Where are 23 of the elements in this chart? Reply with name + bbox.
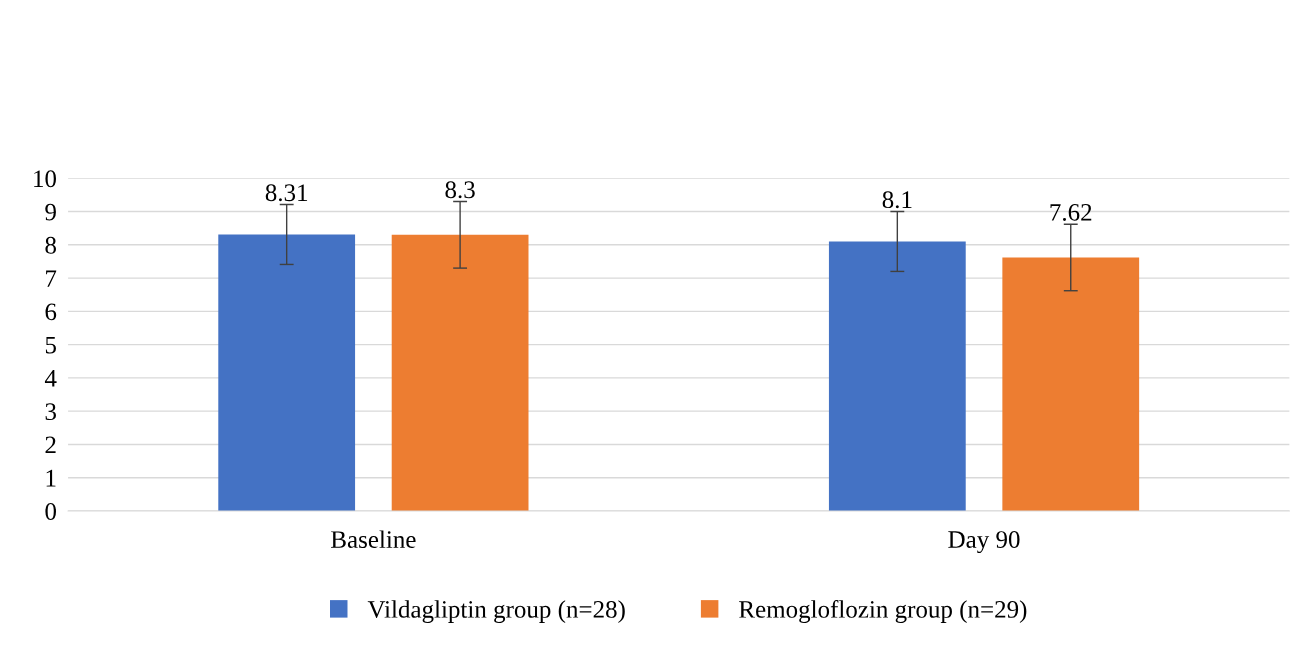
x-tick-label: Baseline <box>331 530 416 549</box>
legend-label: Remogloflozin group (n=29) <box>739 600 1027 624</box>
y-tick-label: 7 <box>46 270 57 287</box>
y-tick-label: 4 <box>44 370 57 387</box>
y-tick-label: 2 <box>45 436 56 454</box>
y-tick-label: 1 <box>46 469 56 487</box>
y-tick-label: 10 <box>34 170 56 188</box>
y-tick-label: 6 <box>45 303 57 321</box>
data-label: 7.62 <box>1050 203 1092 221</box>
data-label: 8.31 <box>265 184 308 202</box>
data-label: 8.3 <box>445 181 475 199</box>
bar <box>1002 257 1140 511</box>
x-tick-label: Day 90 <box>948 531 1020 554</box>
bar <box>218 234 356 511</box>
data-label: 8.1 <box>882 191 912 209</box>
y-tick-label: 3 <box>45 403 56 421</box>
legend-label: Vildagliptin group (n=28) <box>367 600 625 624</box>
y-tick-label: 9 <box>45 203 56 221</box>
y-tick-label: 8 <box>45 236 56 254</box>
bar <box>828 241 966 511</box>
bar <box>391 234 529 511</box>
y-tick-label: 0 <box>45 503 56 520</box>
y-tick-label: 5 <box>45 336 56 354</box>
